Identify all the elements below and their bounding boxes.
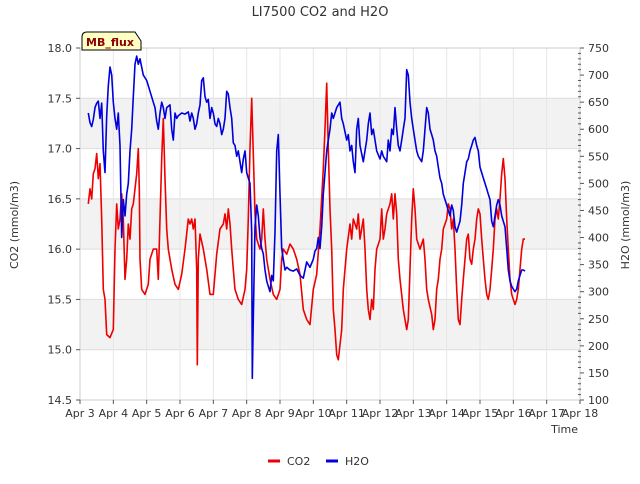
x-tick-label: Apr 9 bbox=[265, 407, 295, 420]
x-tick-label: Apr 16 bbox=[495, 407, 532, 420]
series-line-h2o bbox=[87, 55, 526, 380]
x-tick-label: Apr 4 bbox=[99, 407, 129, 420]
y2-tick-label: 650 bbox=[588, 96, 609, 109]
background-band bbox=[80, 299, 580, 350]
x-axis-label: Time bbox=[550, 423, 578, 436]
y2-tick-label: 350 bbox=[588, 259, 609, 272]
y2-tick-label: 450 bbox=[588, 204, 609, 217]
y-tick-label: 16.0 bbox=[48, 243, 73, 256]
y-tick-label: 15.5 bbox=[48, 293, 73, 306]
y2-tick-label: 100 bbox=[588, 394, 609, 407]
y2-tick-label: 400 bbox=[588, 232, 609, 245]
x-tick-label: Apr 3 bbox=[65, 407, 95, 420]
y-tick-label: 16.5 bbox=[48, 193, 73, 206]
series-line-co2 bbox=[87, 82, 525, 366]
x-tick-label: Apr 13 bbox=[395, 407, 432, 420]
x-tick-label: Apr 17 bbox=[528, 407, 565, 420]
series-layer bbox=[87, 55, 526, 380]
y-tick-label: 15.0 bbox=[48, 344, 73, 357]
x-tick-label: Apr 5 bbox=[132, 407, 162, 420]
y-tick-label: 17.5 bbox=[48, 92, 73, 105]
x-tick-label: Apr 14 bbox=[428, 407, 465, 420]
x-tick-label: Apr 8 bbox=[232, 407, 262, 420]
chart-title: LI7500 CO2 and H2O bbox=[252, 5, 389, 20]
y2-tick-label: 550 bbox=[588, 150, 609, 163]
y2-tick-label: 750 bbox=[588, 42, 609, 55]
y2-tick-label: 500 bbox=[588, 177, 609, 190]
x-tick-label: Apr 12 bbox=[362, 407, 399, 420]
x-tick-label: Apr 6 bbox=[165, 407, 195, 420]
badge-shape bbox=[81, 31, 142, 51]
y2-tick-label: 600 bbox=[588, 123, 609, 136]
x-tick-label: Apr 15 bbox=[462, 407, 499, 420]
y-tick-label: 17.0 bbox=[48, 143, 73, 156]
mb-flux-badge: MB_flux bbox=[81, 31, 142, 51]
y-tick-label: 14.5 bbox=[48, 394, 73, 407]
axes: 14.5 15.0 15.5 16.0 16.5 17.0 17.5 18.0 100 150 20… bbox=[48, 42, 610, 420]
y-tick-label: 18.0 bbox=[48, 42, 73, 55]
x-tick-label: Apr 7 bbox=[199, 407, 229, 420]
legend-label-h2o: H2O bbox=[345, 455, 369, 468]
y2-tick-label: 700 bbox=[588, 69, 609, 82]
legend-label-co2: CO2 bbox=[287, 455, 310, 468]
legend: CO2 H2O bbox=[268, 455, 369, 468]
x-tick-label: Apr 11 bbox=[328, 407, 365, 420]
y2-tick-label: 200 bbox=[588, 340, 609, 353]
y2-tick-label: 300 bbox=[588, 286, 609, 299]
y2-axis-label: H2O (mmol/m3) bbox=[619, 181, 632, 270]
y-axis-label: CO2 (mmol/m3) bbox=[8, 181, 21, 269]
x-tick-label: Apr 10 bbox=[295, 407, 332, 420]
x-tick-label: Apr 18 bbox=[562, 407, 599, 420]
badge-label: MB_flux bbox=[86, 36, 134, 49]
y2-tick-label: 250 bbox=[588, 313, 609, 326]
plot-frame bbox=[79, 47, 581, 401]
y2-tick-label: 150 bbox=[588, 367, 609, 380]
